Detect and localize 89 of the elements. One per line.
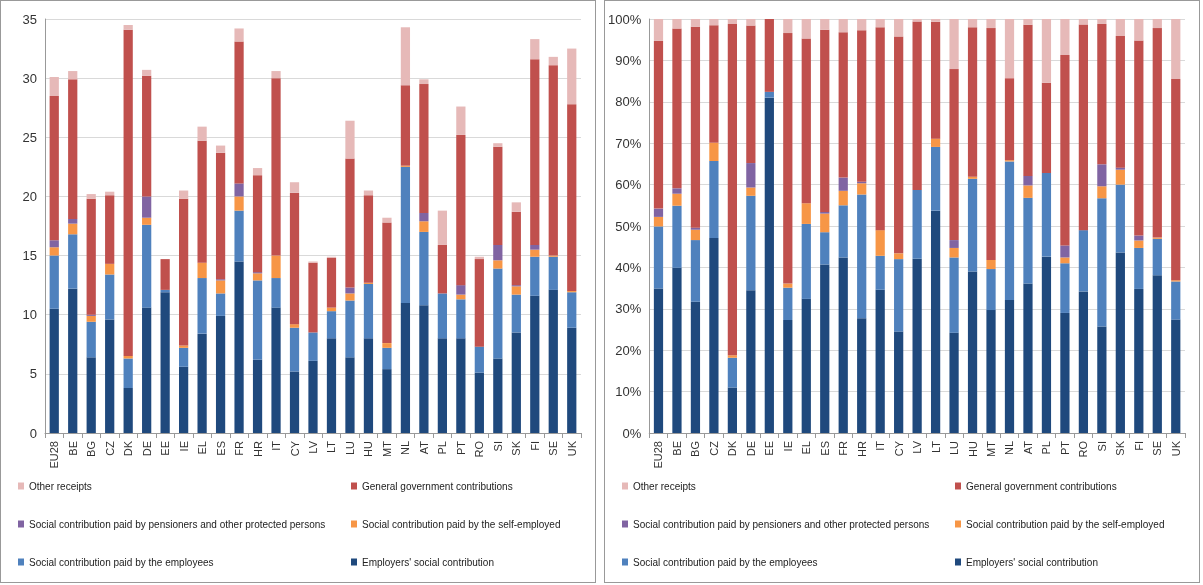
x-tick-label: FR	[837, 440, 850, 456]
x-tick-label: LV	[307, 440, 319, 454]
x-tick-label: EE	[159, 441, 172, 456]
x-tick-label: DE	[140, 441, 153, 457]
y-tick-label: 10	[22, 307, 37, 323]
x-tick-label: NL	[399, 441, 412, 456]
x-tick-label: SI	[491, 441, 504, 452]
x-tick-label: IE	[781, 441, 794, 452]
x-tick-label: ES	[818, 441, 831, 456]
y-tick-label: 20	[22, 188, 37, 204]
x-tick-label: IT	[874, 440, 887, 451]
x-tick-label: HU	[966, 440, 979, 457]
y-tick-label: 0	[29, 425, 37, 441]
x-tick-label: BG	[85, 441, 98, 457]
x-tick-label: CY	[892, 440, 905, 457]
legend-label: Social contribution paid by pensioners and other protected persons	[29, 518, 326, 530]
x-tick-label: IT	[270, 440, 283, 451]
x-tick-label: DK	[122, 440, 135, 457]
legend-label: Employers' social contribution	[362, 556, 494, 568]
x-tick-label: SE	[1151, 441, 1164, 456]
y-tick-label: 70%	[615, 135, 642, 151]
x-tick-label: UK	[1169, 440, 1182, 457]
x-tick-label: BE	[66, 441, 79, 456]
x-tick-label: MT	[380, 440, 393, 457]
x-tick-label: AT	[417, 440, 430, 455]
x-tick-label: EU28	[652, 441, 665, 469]
x-tick-label: FR	[233, 440, 246, 456]
y-tick-label: 60%	[615, 177, 642, 193]
y-tick-label: 35	[22, 11, 37, 27]
x-tick-label: DK	[726, 440, 739, 457]
y-tick-label: 0%	[622, 425, 642, 441]
legend-label: Social contribution paid by the employees	[633, 556, 818, 568]
x-tick-label: PT	[1058, 440, 1071, 456]
x-tick-label: PL	[436, 441, 449, 455]
x-tick-label: FI	[528, 441, 541, 451]
x-tick-label: AT	[1021, 440, 1034, 455]
x-tick-label: LV	[911, 440, 924, 454]
y-tick-label: 10%	[615, 384, 642, 400]
x-tick-label: DE	[744, 441, 757, 457]
y-tick-label: 15	[22, 248, 37, 264]
x-tick-label: SI	[1095, 441, 1108, 452]
x-tick-label: RO	[1077, 440, 1090, 458]
x-tick-label: ES	[214, 441, 227, 456]
x-tick-label: LU	[343, 440, 356, 456]
legend-label: General government contributions	[362, 480, 513, 492]
x-tick-label: CZ	[103, 440, 116, 456]
x-tick-label: BG	[689, 441, 702, 457]
y-tick-label: 50%	[615, 218, 642, 234]
x-tick-label: SK	[510, 440, 523, 456]
y-tick-label: 40%	[615, 259, 642, 275]
y-tick-label: 20%	[615, 342, 642, 358]
y-tick-label: 25	[22, 129, 37, 145]
x-tick-label: LT	[325, 440, 338, 454]
y-tick-label: 30%	[615, 301, 642, 317]
x-tick-label: EU28	[48, 441, 61, 469]
x-tick-label: HR	[251, 440, 264, 457]
x-tick-label: HR	[855, 440, 868, 457]
x-tick-label: LT	[929, 440, 942, 454]
legend-label: Social contribution paid by the self-employed	[966, 518, 1165, 530]
x-tick-label: BE	[670, 441, 683, 456]
x-tick-label: LU	[948, 440, 961, 456]
y-tick-label: 30	[22, 70, 37, 86]
x-tick-label: RO	[473, 440, 486, 458]
x-tick-label: EL	[196, 441, 209, 455]
x-tick-label: EE	[763, 441, 776, 456]
x-tick-label: HU	[362, 440, 375, 457]
legend-label: Social contribution paid by the employees	[29, 556, 214, 568]
y-tick-label: 5	[29, 366, 37, 382]
x-tick-label: SK	[1114, 440, 1127, 456]
legend-label: Employers' social contribution	[966, 556, 1098, 568]
legend-label: Other receipts	[29, 480, 92, 492]
x-tick-label: PL	[1040, 441, 1053, 455]
x-tick-label: FI	[1132, 441, 1145, 451]
legend-label: Other receipts	[633, 480, 696, 492]
legend-label: Social contribution paid by pensioners and other protected persons	[633, 518, 930, 530]
y-tick-label: 90%	[615, 52, 642, 68]
x-tick-label: MT	[985, 440, 998, 457]
legend-label: General government contributions	[966, 480, 1117, 492]
x-tick-label: UK	[565, 440, 578, 457]
x-tick-label: PT	[454, 440, 467, 456]
y-tick-label: 100%	[608, 11, 642, 27]
x-tick-label: CY	[288, 440, 301, 457]
x-tick-label: IE	[177, 441, 190, 452]
x-tick-label: CZ	[707, 440, 720, 456]
x-tick-label: NL	[1003, 441, 1016, 456]
legend-label: Social contribution paid by the self-employed	[362, 518, 561, 530]
x-tick-label: SE	[547, 441, 560, 456]
x-tick-label: EL	[800, 441, 813, 455]
y-tick-label: 80%	[615, 94, 642, 110]
